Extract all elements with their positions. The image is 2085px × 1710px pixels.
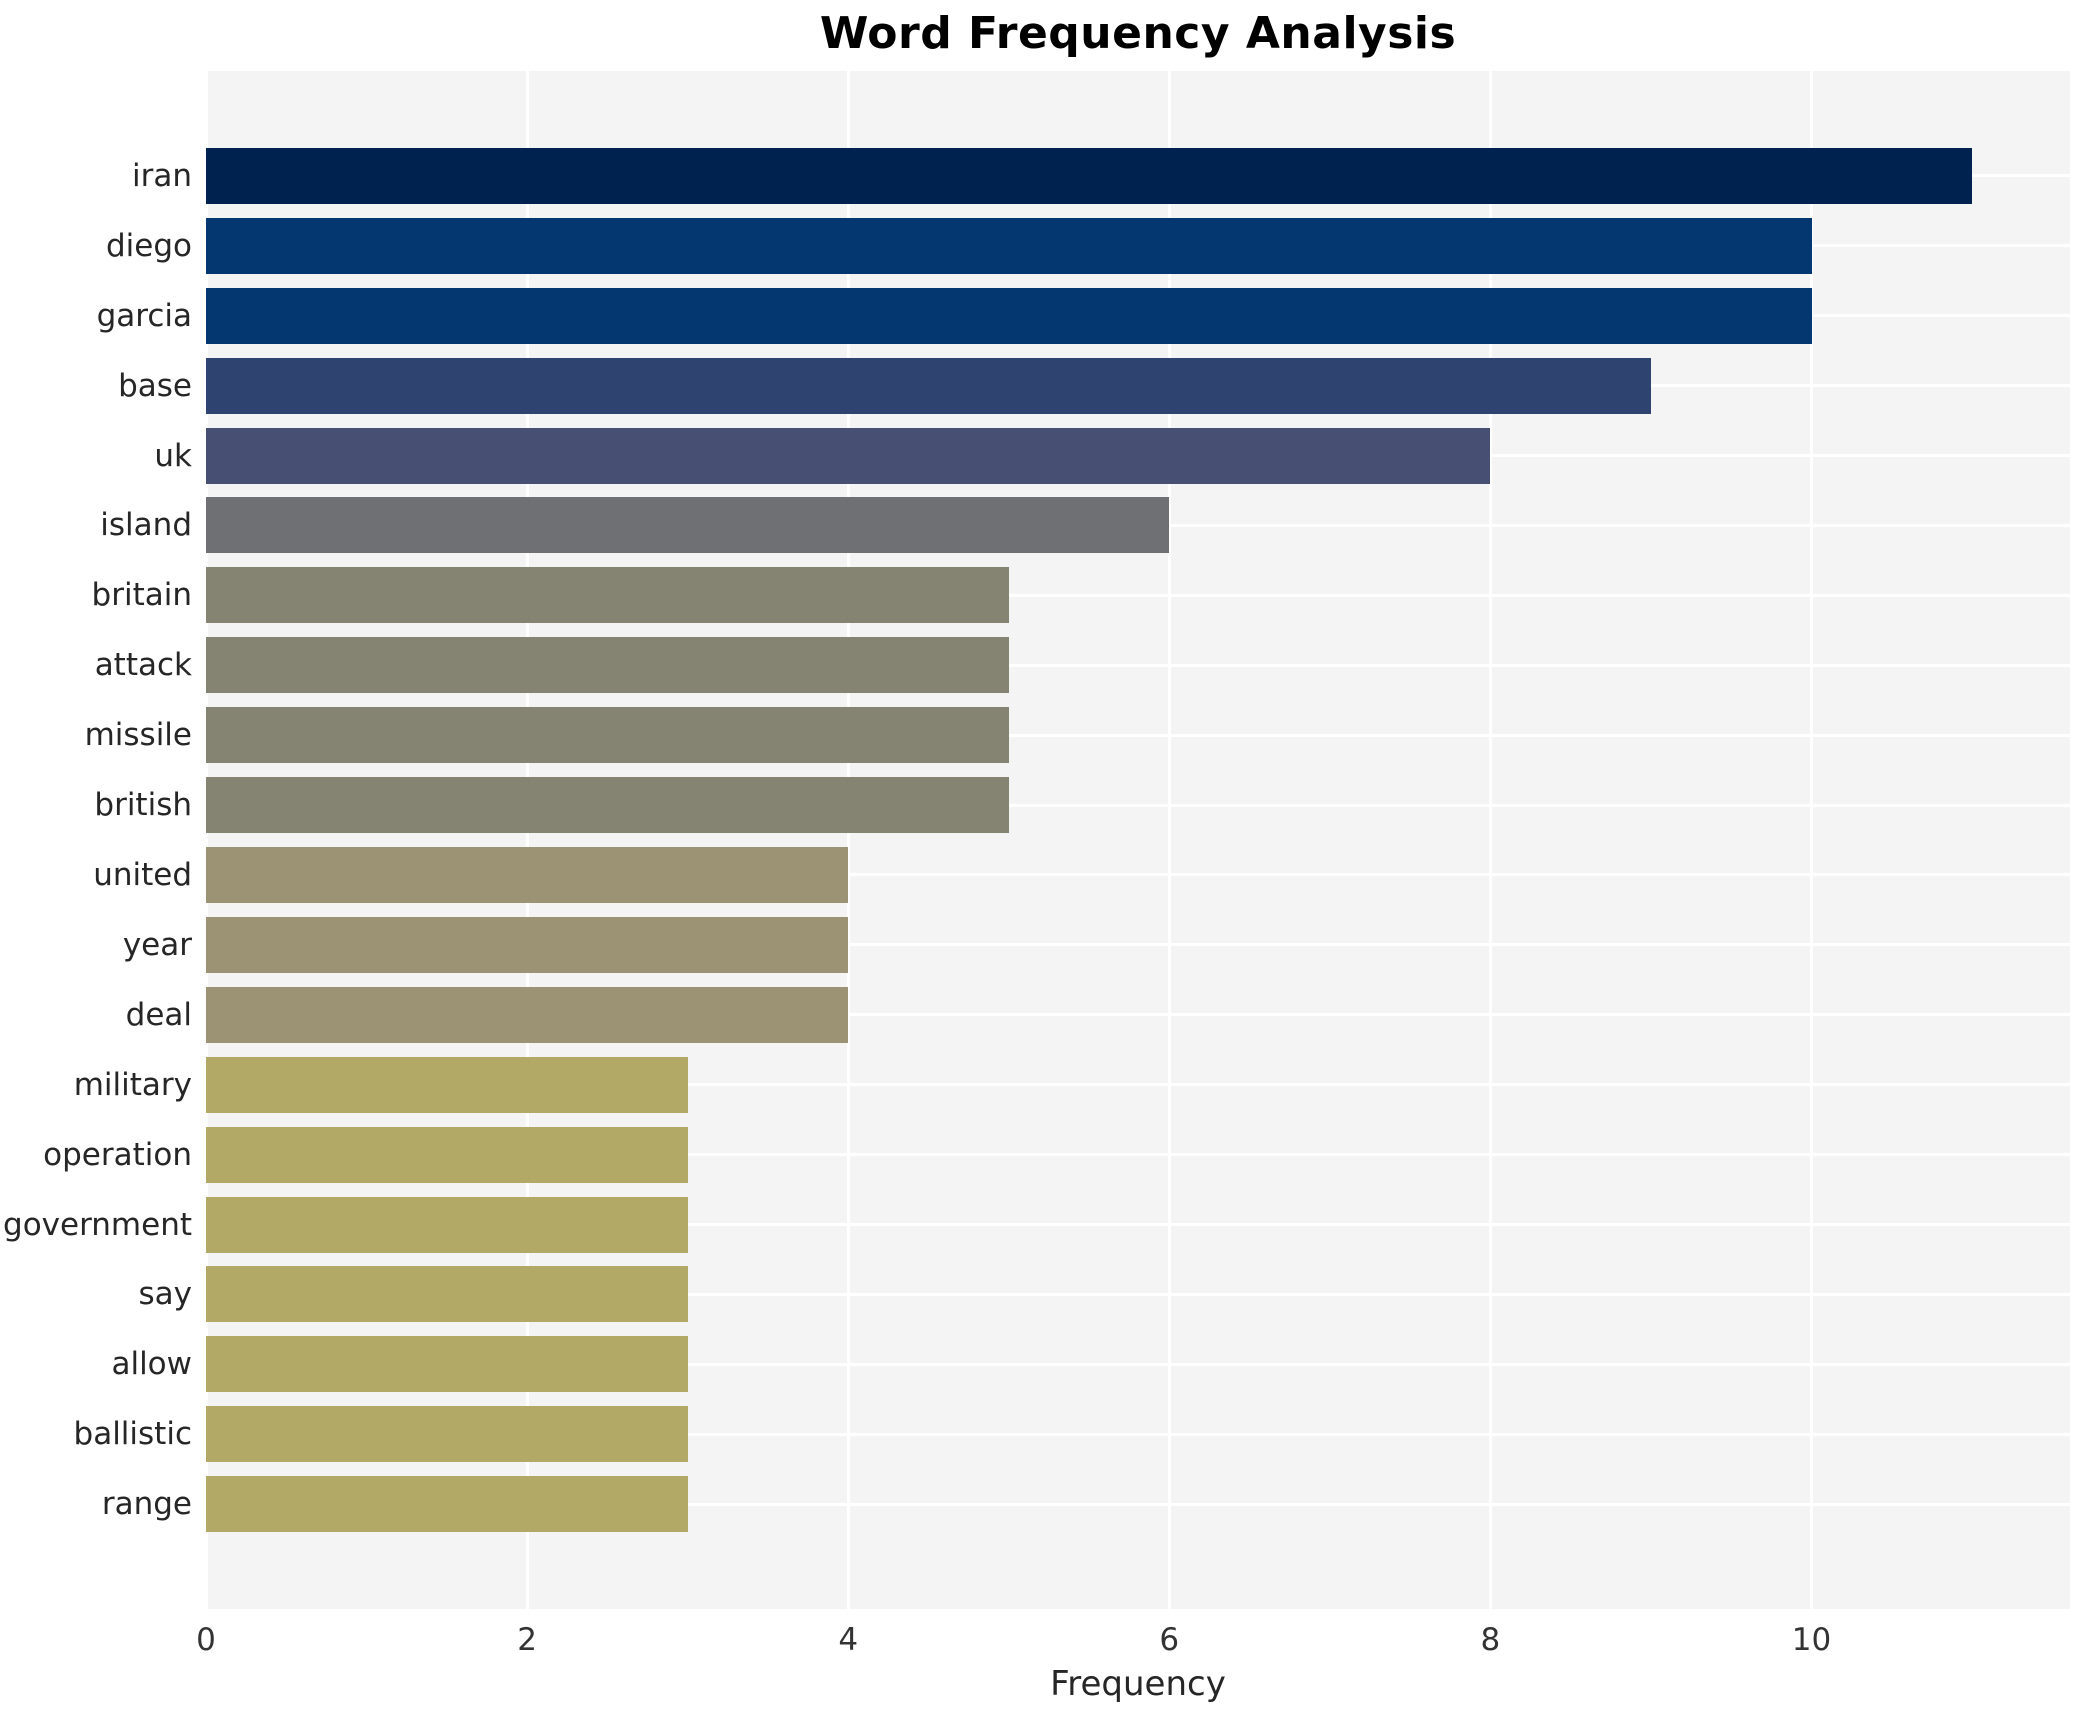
x-tick-label-0: 0	[196, 1622, 216, 1658]
y-tick-label-british: british	[94, 787, 192, 824]
y-tick-label-allow: allow	[111, 1346, 192, 1383]
bar-diego	[206, 217, 1812, 274]
y-tick-label-say: say	[138, 1276, 193, 1313]
bar-operation	[206, 1126, 688, 1183]
y-tick-label-iran: iran	[131, 157, 192, 194]
y-tick-label-united: united	[93, 856, 192, 893]
bar-missile	[206, 707, 1009, 764]
horizontal-gridline	[206, 1083, 2070, 1087]
x-tick-label-10: 10	[1791, 1622, 1832, 1658]
bar-uk	[206, 427, 1491, 484]
bar-ballistic	[206, 1406, 688, 1463]
bar-deal	[206, 986, 849, 1043]
vertical-gridline	[1488, 71, 1492, 1609]
bar-base	[206, 357, 1651, 414]
y-tick-label-ballistic: ballistic	[73, 1416, 192, 1453]
vertical-gridline	[1167, 71, 1171, 1609]
bar-iran	[206, 147, 1973, 204]
y-tick-label-operation: operation	[43, 1136, 192, 1173]
horizontal-gridline	[206, 1153, 2070, 1157]
chart-title: Word Frequency Analysis	[819, 8, 1457, 59]
horizontal-gridline	[206, 873, 2070, 877]
bar-united	[206, 846, 849, 903]
y-tick-label-military: military	[73, 1066, 192, 1103]
bar-garcia	[206, 287, 1812, 344]
y-tick-label-base: base	[118, 367, 192, 404]
bar-year	[206, 916, 849, 973]
bar-attack	[206, 637, 1009, 694]
bar-island	[206, 497, 1170, 554]
y-tick-label-deal: deal	[125, 996, 192, 1033]
horizontal-gridline	[206, 1292, 2070, 1296]
y-tick-label-attack: attack	[94, 647, 192, 684]
horizontal-gridline	[206, 1502, 2070, 1506]
horizontal-gridline	[206, 1362, 2070, 1366]
vertical-gridline	[525, 71, 529, 1609]
x-tick-label-8: 8	[1480, 1622, 1501, 1658]
y-tick-label-britain: britain	[91, 577, 192, 614]
horizontal-gridline	[206, 803, 2070, 807]
y-tick-label-range: range	[101, 1486, 192, 1523]
bar-say	[206, 1266, 688, 1323]
y-tick-label-government: government	[3, 1206, 192, 1243]
plot-area	[204, 71, 2070, 1609]
bar-range	[206, 1476, 688, 1533]
horizontal-gridline	[206, 1013, 2070, 1017]
x-axis-label: Frequency	[1050, 1664, 1226, 1704]
horizontal-gridline	[206, 943, 2070, 947]
x-tick-label-2: 2	[517, 1622, 537, 1658]
bar-britain	[206, 567, 1009, 624]
x-tick-label-6: 6	[1159, 1622, 1180, 1658]
horizontal-gridline	[206, 1432, 2070, 1436]
bar-allow	[206, 1336, 688, 1393]
y-tick-label-diego: diego	[105, 227, 192, 264]
x-tick-label-4: 4	[838, 1622, 859, 1658]
horizontal-gridline	[206, 663, 2070, 667]
vertical-gridline	[846, 71, 850, 1609]
y-tick-label-year: year	[122, 926, 192, 963]
y-tick-label-uk: uk	[154, 437, 192, 474]
y-tick-label-island: island	[100, 507, 192, 544]
bar-british	[206, 777, 1009, 834]
horizontal-gridline	[206, 733, 2070, 737]
bar-military	[206, 1056, 688, 1113]
horizontal-gridline	[206, 1223, 2070, 1226]
y-tick-label-garcia: garcia	[96, 297, 192, 334]
vertical-gridline	[204, 71, 208, 1609]
horizontal-gridline	[206, 593, 2070, 597]
bar-government	[206, 1196, 688, 1253]
y-tick-label-missile: missile	[84, 717, 192, 754]
vertical-gridline	[1810, 71, 1813, 1609]
